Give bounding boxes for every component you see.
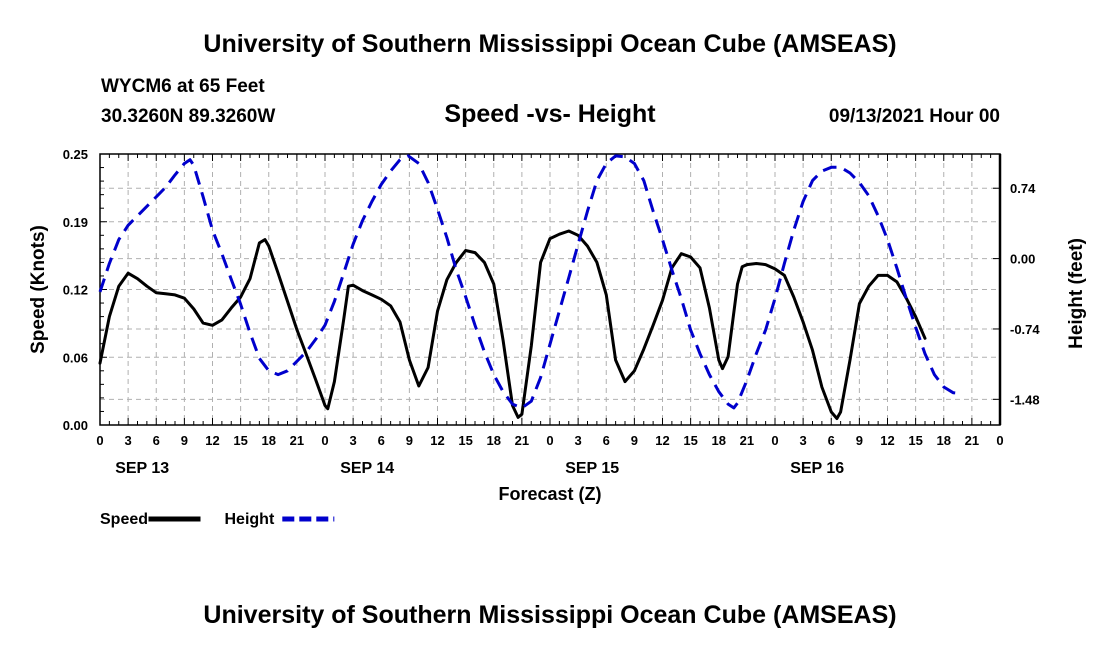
- x-tick-label: 0: [996, 433, 1003, 448]
- y-tick-label-right: 0.00: [1010, 252, 1035, 267]
- x-tick-label: 3: [125, 433, 132, 448]
- x-tick-label: 3: [575, 433, 582, 448]
- y-axis-label-left: Speed (Knots): [28, 225, 49, 354]
- x-tick-label: 0: [96, 433, 103, 448]
- series-line-speed: [98, 229, 927, 420]
- y-tick-label-left: 0.06: [63, 350, 88, 365]
- x-tick-label: 18: [937, 433, 951, 448]
- x-tick-label: 18: [262, 433, 276, 448]
- day-label: SEP 13: [115, 460, 169, 477]
- x-tick-label: 12: [205, 433, 219, 448]
- x-tick-label: 15: [908, 433, 922, 448]
- series-line-height: [98, 154, 963, 410]
- x-tick-label: 21: [290, 433, 304, 448]
- y-tick-label-left: 0.12: [63, 283, 88, 298]
- x-tick-label: 12: [655, 433, 669, 448]
- x-tick-label: 15: [458, 433, 472, 448]
- chart-subtitle: Speed -vs- Height: [444, 100, 656, 128]
- y-tick-label-left: 0.25: [63, 147, 88, 162]
- x-tick-label: 9: [181, 433, 188, 448]
- y-axis-label-right: Height (feet): [1066, 238, 1087, 349]
- y-tick-label-right: -0.74: [1010, 322, 1040, 337]
- x-tick-label: 0: [321, 433, 328, 448]
- x-tick-label: 21: [965, 433, 979, 448]
- x-tick-label: 12: [880, 433, 894, 448]
- x-tick-label: 0: [546, 433, 553, 448]
- day-label: SEP 15: [565, 460, 619, 477]
- legend-label-speed: Speed: [100, 511, 148, 528]
- y-tick-label-right: 0.74: [1010, 181, 1036, 196]
- x-tick-label: 9: [406, 433, 413, 448]
- x-tick-label: 9: [631, 433, 638, 448]
- x-tick-label: 12: [430, 433, 444, 448]
- y-tick-label-right: -1.48: [1010, 392, 1040, 407]
- day-label: SEP 16: [790, 460, 844, 477]
- x-tick-label: 15: [233, 433, 247, 448]
- y-tick-label-left: 0.00: [63, 418, 88, 433]
- bottom-title: University of Southern Mississippi Ocean…: [203, 601, 897, 629]
- x-tick-label: 9: [856, 433, 863, 448]
- x-tick-label: 6: [153, 433, 160, 448]
- y-tick-label-left: 0.19: [63, 215, 88, 230]
- x-tick-label: 3: [350, 433, 357, 448]
- x-tick-label: 18: [487, 433, 501, 448]
- x-tick-label: 6: [378, 433, 385, 448]
- x-tick-label: 18: [712, 433, 726, 448]
- x-tick-label: 0: [771, 433, 778, 448]
- x-axis-label: Forecast (Z): [498, 484, 601, 504]
- legend-label-height: Height: [225, 511, 275, 528]
- x-tick-label: 6: [828, 433, 835, 448]
- x-tick-label: 21: [740, 433, 754, 448]
- date-label: 09/13/2021 Hour 00: [828, 106, 1000, 127]
- x-tick-label: 21: [515, 433, 529, 448]
- coords-label: 30.3260N 89.3260W: [101, 106, 276, 127]
- station-label: WYCM6 at 65 Feet: [101, 76, 265, 97]
- top-title: University of Southern Mississippi Ocean…: [203, 30, 897, 58]
- day-label: SEP 14: [340, 460, 394, 477]
- x-tick-label: 6: [603, 433, 610, 448]
- x-tick-label: 3: [800, 433, 807, 448]
- x-tick-label: 15: [683, 433, 697, 448]
